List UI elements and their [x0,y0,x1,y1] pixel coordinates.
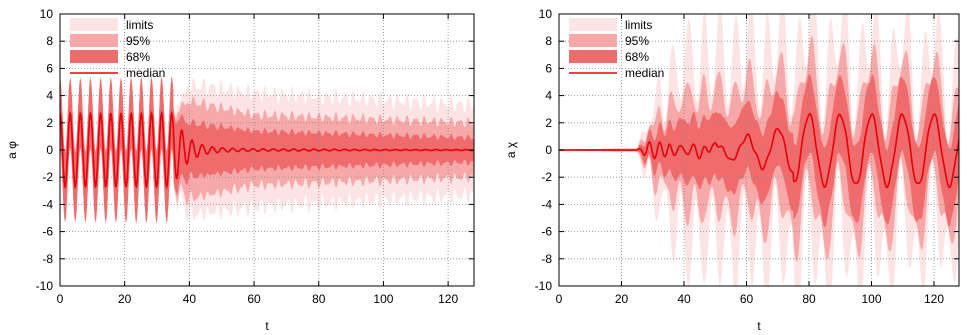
legend-95-swatch [70,34,118,47]
x-tick-label: 40 [183,292,197,306]
legend-68-label: 68% [625,50,649,64]
x-axis-label: t [757,319,761,333]
plot-area [60,14,474,286]
legend-68-swatch [70,50,118,63]
x-tick-label: 120 [924,292,944,306]
x-axis-label: t [265,319,269,333]
x-tick-label: 20 [615,292,629,306]
y-tick-label: -2 [42,170,53,184]
y-tick-label: -4 [541,197,552,211]
y-axis-label: a χ [504,141,518,158]
x-tick-label: 80 [312,292,326,306]
y-tick-label: 8 [545,34,552,48]
y-tick-label: 8 [46,34,53,48]
legend-limits-label: limits [625,18,652,32]
x-tick-label: 60 [247,292,261,306]
legend-95-label: 95% [625,34,649,48]
plot-area [559,14,959,286]
y-axis-label: a φ [5,141,19,159]
y-tick-label: 10 [40,7,54,21]
chart-panel-phi: 0 20 40 60 80 100 120 -10 -8 -6 -4 -2 0 2 4 6 8 10 t a φ lim… [5,7,475,333]
y-tick-label: 10 [539,7,553,21]
y-tick-label: 0 [46,143,53,157]
legend-95-swatch [569,34,617,47]
y-tick-label: 2 [46,116,53,130]
x-tick-label: 80 [802,292,816,306]
y-tick-label: 0 [545,143,552,157]
x-tick-label: 100 [373,292,393,306]
y-tick-label: 6 [46,61,53,75]
legend-68-label: 68% [126,50,150,64]
y-tick-label: -6 [42,225,53,239]
x-tick-label: 100 [861,292,881,306]
legend-limits-swatch [569,18,617,31]
legend-95-label: 95% [126,34,150,48]
legend-limits-swatch [70,18,118,31]
band-68 [559,74,959,228]
median-line [559,112,959,189]
y-tick-label: -4 [42,197,53,211]
y-tick-label: -10 [36,279,54,293]
x-tick-label: 0 [556,292,563,306]
legend-68-swatch [569,50,617,63]
y-tick-label: -2 [541,170,552,184]
x-tick-label: 120 [438,292,458,306]
legend: limits 95% 68% median [569,18,664,80]
legend-limits-label: limits [126,18,153,32]
y-tick-label: -6 [541,225,552,239]
chart-panel-chi: 0 20 40 60 80 100 120 -10 -8 -6 -4 -2 0 2 4 6 8 10 t a χ lim… [504,7,960,333]
median-line [60,110,474,190]
x-tick-label: 0 [57,292,64,306]
y-tick-label: 4 [46,89,53,103]
x-tick-label: 60 [740,292,754,306]
y-tick-label: -8 [541,252,552,266]
y-tick-label: -8 [42,252,53,266]
y-tick-label: -10 [535,279,553,293]
legend-median-label: median [625,66,664,80]
y-tick-label: 6 [545,61,552,75]
x-tick-label: 20 [118,292,132,306]
legend: limits 95% 68% median [70,18,165,80]
y-tick-label: 4 [545,89,552,103]
x-tick-label: 40 [677,292,691,306]
legend-median-label: median [126,66,165,80]
y-tick-label: 2 [545,116,552,130]
